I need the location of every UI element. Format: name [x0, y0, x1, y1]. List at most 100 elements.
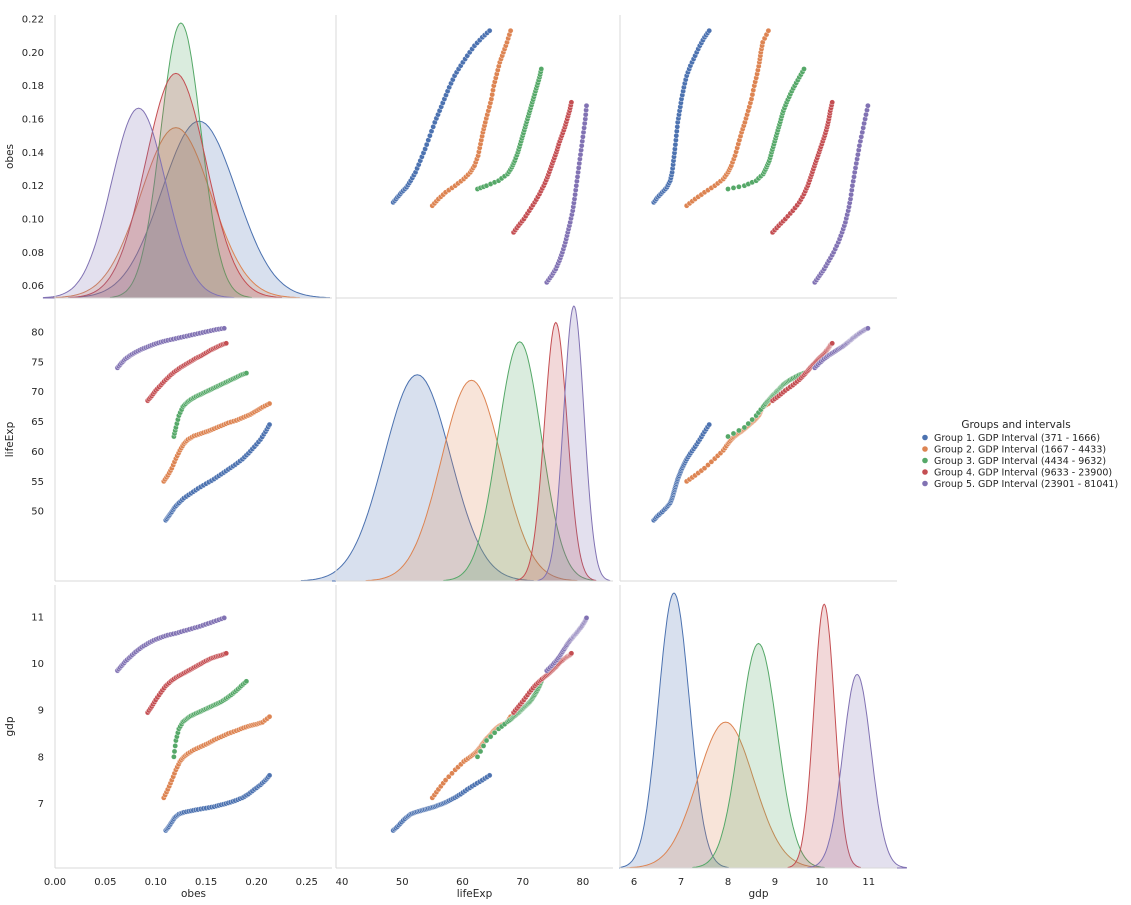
legend-label-group-3: Group 3. GDP Interval (4434 - 9632): [934, 456, 1106, 467]
scatter-point-obes-vs-lifeExp-group-3: [538, 66, 545, 72]
scatter-point-obes-vs-gdp-group-3: [725, 186, 731, 192]
y-tick-label-obes: 0.10: [22, 215, 44, 226]
y-tick-label-lifeExp: 50: [31, 507, 44, 518]
kde-curve-obes-group-1: [68, 120, 330, 299]
kde-curve-obes-group-5: [42, 107, 235, 299]
legend-marker-group-5: [922, 480, 928, 487]
y-tick-label-gdp: 7: [38, 799, 44, 810]
kde-curve-gdp-group-3: [692, 642, 825, 869]
scatter-point-lifeExp-vs-gdp-group-4: [829, 340, 836, 347]
x-axis-label-lifeExp: lifeExp: [457, 888, 493, 900]
scatter-point-lifeExp-vs-obes-group-1: [266, 421, 273, 428]
scatter-point-obes-vs-gdp-group-5: [858, 133, 865, 140]
legend-marker-group-2: [922, 446, 928, 452]
legend-title: Groups and intervals: [961, 419, 1070, 431]
kde-curve-gdp-group-5: [807, 673, 907, 869]
legend-marker-group-3: [922, 457, 928, 464]
scatter-point-obes-vs-lifeExp-group-1: [486, 27, 493, 34]
legend-label-group-4: Group 4. GDP Interval (9633 - 23900): [934, 468, 1112, 479]
y-tick-label-lifeExp: 75: [31, 357, 44, 368]
legend-label-group-5: Group 5. GDP Interval (23901 - 81041): [934, 479, 1118, 490]
scatter-point-obes-vs-gdp-group-5: [865, 102, 871, 109]
scatter-point-lifeExp-vs-obes-group-3: [243, 370, 250, 376]
x-tick-label-lifeExp: 40: [336, 877, 349, 888]
x-tick-label-lifeExp: 80: [577, 877, 590, 888]
kde-curve-lifeExp-group-5: [537, 305, 611, 582]
scatter-point-gdp-vs-lifeExp-group-3: [477, 748, 484, 755]
y-tick-label-obes: 0.08: [22, 248, 44, 259]
y-tick-label-obes: 0.16: [22, 115, 44, 126]
kde-curve-lifeExp-group-1: [300, 374, 534, 582]
x-tick-label-obes: 0.15: [195, 877, 217, 888]
scatter-point-obes-vs-gdp-group-5: [863, 111, 869, 118]
legend-items: Group 1. GDP Interval (371 - 1666)Group …: [922, 433, 1118, 490]
scatter-point-lifeExp-vs-gdp-group-1: [706, 421, 713, 428]
scatter-point-gdp-vs-obes-group-5: [221, 615, 227, 621]
scatter-point-obes-vs-gdp-group-5: [860, 125, 867, 131]
kde-curve-lifeExp-group-3: [443, 341, 596, 582]
y-tick-label-obes: 0.22: [22, 15, 44, 26]
legend-marker-group-4: [922, 469, 928, 475]
scatter-point-lifeExp-vs-gdp-group-2: [708, 458, 715, 465]
scatter-point-gdp-vs-lifeExp-group-5: [583, 615, 590, 621]
x-tick-label-obes: 0.10: [145, 877, 167, 888]
y-tick-label-obes: 0.20: [22, 48, 44, 59]
legend-marker-group-1: [922, 434, 928, 441]
x-tick-label-obes: 0.20: [245, 877, 267, 888]
axes-layer: 0.00 0.05 0.10 0.15 0.20 0.25 obes 40 50 60 70 80 li…: [4, 15, 897, 900]
scatter-point-lifeExp-vs-gdp-group-2: [705, 462, 711, 468]
kde-curve-gdp-group-1: [619, 592, 729, 869]
scatter-point-obes-vs-gdp-group-3: [730, 185, 737, 191]
scatter-point-gdp-vs-lifeExp-group-3: [474, 754, 481, 760]
x-tick-label-lifeExp: 70: [516, 877, 529, 888]
scatter-point-gdp-vs-obes-group-3: [171, 748, 178, 755]
scatter-point-obes-vs-gdp-group-5: [856, 142, 863, 149]
y-tick-label-gdp: 10: [31, 659, 44, 670]
y-tick-label-lifeExp: 55: [31, 477, 44, 488]
scatter-point-obes-vs-gdp-group-4: [829, 99, 836, 106]
scatter-point-gdp-vs-obes-group-2: [266, 713, 273, 720]
scatter-point-gdp-vs-obes-group-3: [243, 678, 250, 685]
y-axis-label-gdp: gdp: [4, 716, 16, 736]
x-tick-label-gdp: 8: [725, 877, 731, 888]
scatter-point-lifeExp-vs-obes-group-5: [221, 325, 227, 332]
scatter-point-lifeExp-vs-obes-group-2: [266, 400, 273, 407]
y-tick-label-gdp: 9: [38, 706, 44, 717]
scatter-point-gdp-vs-lifeExp-group-3: [491, 729, 498, 736]
scatter-point-lifeExp-vs-obes-group-4: [223, 340, 229, 347]
scatter-point-gdp-vs-lifeExp-group-2: [445, 773, 452, 780]
legend: Groups and intervals Group 1. GDP Interv…: [922, 419, 1118, 490]
y-axis-label-lifeExp: lifeExp: [4, 421, 16, 457]
kde-curve-gdp-group-4: [787, 603, 861, 869]
kde-curve-obes-group-2: [52, 127, 300, 299]
scatter-point-lifeExp-vs-gdp-group-3: [736, 427, 742, 434]
x-tick-label-gdp: 6: [631, 877, 637, 888]
scatter-point-obes-vs-lifeExp-group-2: [507, 27, 514, 34]
scatter-point-lifeExp-vs-gdp-group-5: [865, 325, 871, 332]
kde-curve-lifeExp-group-2: [365, 379, 578, 582]
scatter-layer: [114, 27, 871, 834]
x-tick-label-gdp: 9: [772, 877, 778, 888]
x-tick-label-lifeExp: 50: [396, 877, 409, 888]
y-tick-label-gdp: 8: [38, 752, 44, 763]
legend-label-group-2: Group 2. GDP Interval (1667 - 4433): [934, 445, 1106, 456]
kde-layer: [42, 22, 907, 869]
kde-curve-gdp-group-2: [626, 721, 825, 869]
y-tick-label-obes: 0.06: [22, 281, 44, 292]
legend-label-group-1: Group 1. GDP Interval (371 - 1666): [934, 433, 1100, 444]
scatter-point-obes-vs-gdp-group-2: [765, 27, 772, 34]
x-tick-label-gdp: 11: [862, 877, 875, 888]
kde-curve-obes-group-4: [69, 72, 283, 299]
scatter-point-gdp-vs-lifeExp-group-2: [449, 770, 455, 777]
scatter-point-gdp-vs-lifeExp-group-3: [487, 733, 494, 740]
scatter-point-lifeExp-vs-gdp-group-3: [725, 433, 731, 440]
y-tick-label-lifeExp: 65: [31, 417, 44, 428]
scatter-point-obes-vs-gdp-group-2: [749, 91, 756, 98]
scatter-point-obes-vs-lifeExp-group-4: [568, 99, 575, 106]
scatter-point-gdp-vs-lifeExp-group-2: [442, 777, 449, 783]
scatter-point-gdp-vs-lifeExp-group-1: [486, 772, 493, 779]
y-tick-label-gdp: 11: [31, 613, 44, 624]
y-tick-label-lifeExp: 80: [31, 327, 44, 338]
y-tick-label-lifeExp: 60: [31, 447, 44, 458]
